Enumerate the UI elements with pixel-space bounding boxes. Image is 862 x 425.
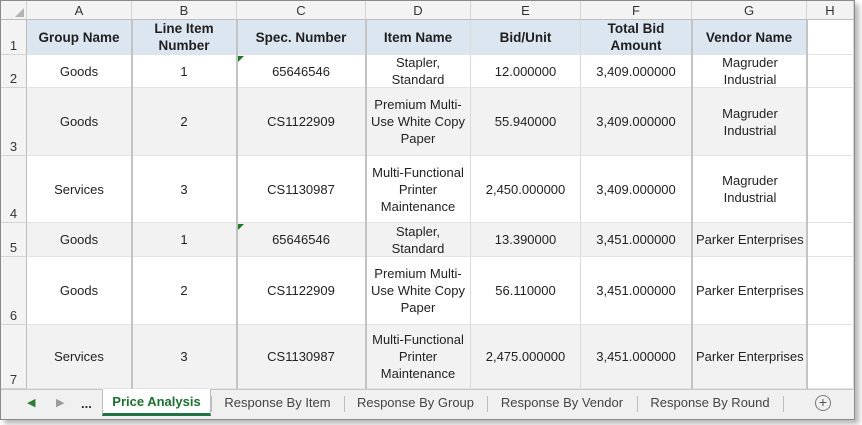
empty-cell[interactable] bbox=[807, 156, 854, 223]
table-cell[interactable]: Premium Multi-Use White Copy Paper bbox=[366, 257, 471, 325]
header-cell[interactable]: Line Item Number bbox=[132, 20, 237, 55]
table-cell[interactable]: Parker Enterprises bbox=[692, 223, 807, 257]
table-cell[interactable]: 2 bbox=[132, 257, 237, 325]
header-cell[interactable]: Item Name bbox=[366, 20, 471, 55]
column-header-d[interactable]: D bbox=[366, 1, 471, 20]
table-cell[interactable]: Magruder Industrial bbox=[692, 88, 807, 156]
row-header-6[interactable]: 6 bbox=[1, 257, 27, 325]
row-header-7[interactable]: 7 bbox=[1, 325, 27, 389]
table-cell[interactable]: 2,450.000000 bbox=[471, 156, 581, 223]
row-header-5[interactable]: 5 bbox=[1, 223, 27, 257]
tab-separator bbox=[344, 396, 345, 412]
table-cell[interactable]: Parker Enterprises bbox=[692, 257, 807, 325]
table-cell[interactable]: CS1130987 bbox=[237, 325, 366, 389]
empty-cell[interactable] bbox=[807, 223, 854, 257]
table-cell[interactable]: Stapler, Standard bbox=[366, 223, 471, 257]
table-cell[interactable]: 3,451.000000 bbox=[581, 325, 692, 389]
table-cell[interactable]: 1 bbox=[132, 223, 237, 257]
tab-response-by-vendor[interactable]: Response By Vendor bbox=[500, 395, 624, 410]
scroll-tabs-left-icon[interactable]: ◀ bbox=[27, 397, 36, 409]
table-cell[interactable]: 56.110000 bbox=[471, 257, 581, 325]
table-cell[interactable]: 55.940000 bbox=[471, 88, 581, 156]
column-divider bbox=[365, 20, 367, 389]
tab-separator bbox=[637, 396, 638, 412]
row-header-1[interactable]: 1 bbox=[1, 20, 27, 55]
table-cell[interactable]: 2,475.000000 bbox=[471, 325, 581, 389]
add-sheet-icon[interactable]: + bbox=[815, 395, 831, 411]
header-cell[interactable]: Total Bid Amount bbox=[581, 20, 692, 55]
table-cell[interactable]: Premium Multi-Use White Copy Paper bbox=[366, 88, 471, 156]
column-divider bbox=[131, 20, 133, 389]
table-cell[interactable]: Goods bbox=[27, 257, 132, 325]
header-cell[interactable]: Bid/Unit bbox=[471, 20, 581, 55]
scroll-tabs-right-icon[interactable]: ▶ bbox=[56, 397, 65, 409]
header-cell[interactable]: Spec. Number bbox=[237, 20, 366, 55]
table-cell[interactable]: 2 bbox=[132, 88, 237, 156]
column-divider bbox=[691, 20, 693, 389]
tab-response-by-item[interactable]: Response By Item bbox=[224, 395, 331, 410]
table-cell[interactable]: 65646546 bbox=[237, 223, 366, 257]
empty-cell[interactable] bbox=[807, 325, 854, 389]
column-header-f[interactable]: F bbox=[581, 1, 692, 20]
table-cell[interactable]: 3,409.000000 bbox=[581, 55, 692, 88]
column-header-h[interactable]: H bbox=[807, 1, 854, 20]
table-cell[interactable]: Goods bbox=[27, 55, 132, 88]
table-cell[interactable]: 3,451.000000 bbox=[581, 257, 692, 325]
table-cell[interactable]: Magruder Industrial bbox=[692, 55, 807, 88]
table-cell[interactable]: Multi-Functional Printer Maintenance bbox=[366, 156, 471, 223]
column-divider bbox=[236, 20, 238, 389]
error-indicator-icon bbox=[238, 224, 244, 230]
empty-cell[interactable] bbox=[807, 55, 854, 88]
header-cell[interactable]: Group Name bbox=[27, 20, 132, 55]
empty-cell[interactable] bbox=[807, 20, 854, 55]
tab-response-by-round[interactable]: Response By Round bbox=[650, 395, 770, 410]
table-cell[interactable]: Multi-Functional Printer Maintenance bbox=[366, 325, 471, 389]
empty-cell[interactable] bbox=[807, 257, 854, 325]
tab-response-by-group[interactable]: Response By Group bbox=[356, 395, 475, 410]
table-cell[interactable]: 3 bbox=[132, 325, 237, 389]
table-cell[interactable]: CS1130987 bbox=[237, 156, 366, 223]
tab-separator bbox=[783, 396, 784, 412]
table-cell[interactable]: Goods bbox=[27, 88, 132, 156]
table-cell[interactable]: 3,409.000000 bbox=[581, 88, 692, 156]
table-cell[interactable]: Magruder Industrial bbox=[692, 156, 807, 223]
column-header-e[interactable]: E bbox=[471, 1, 581, 20]
column-header-b[interactable]: B bbox=[132, 1, 237, 20]
table-cell[interactable]: 3,409.000000 bbox=[581, 156, 692, 223]
empty-cell[interactable] bbox=[807, 88, 854, 156]
row-header-3[interactable]: 3 bbox=[1, 88, 27, 156]
table-cell[interactable]: CS1122909 bbox=[237, 257, 366, 325]
table-cell[interactable]: 1 bbox=[132, 55, 237, 88]
error-indicator-icon bbox=[238, 56, 244, 62]
header-cell[interactable]: Vendor Name bbox=[692, 20, 807, 55]
worksheet-grid: A B C D E F G H 1 2 3 4 5 6 7 Group Name Line Item Numbe… bbox=[1, 1, 854, 389]
table-cell[interactable]: Stapler, Standard bbox=[366, 55, 471, 88]
table-cell[interactable]: 3,451.000000 bbox=[581, 223, 692, 257]
column-divider bbox=[806, 20, 808, 389]
table-cell[interactable]: Services bbox=[27, 156, 132, 223]
table-cell[interactable]: Services bbox=[27, 325, 132, 389]
table-cell[interactable]: 12.000000 bbox=[471, 55, 581, 88]
sheet-tab-bar: ◀ ▶ ... + Price Analysis Response By Item… bbox=[1, 389, 854, 419]
tab-price-analysis[interactable]: Price Analysis bbox=[102, 389, 211, 416]
row-header-4[interactable]: 4 bbox=[1, 156, 27, 223]
column-header-g[interactable]: G bbox=[692, 1, 807, 20]
select-all-icon bbox=[15, 8, 24, 17]
column-header-a[interactable]: A bbox=[27, 1, 132, 20]
table-cell[interactable]: Goods bbox=[27, 223, 132, 257]
column-header-c[interactable]: C bbox=[237, 1, 366, 20]
table-cell[interactable]: CS1122909 bbox=[237, 88, 366, 156]
table-cell[interactable]: 13.390000 bbox=[471, 223, 581, 257]
tab-separator bbox=[211, 396, 212, 412]
table-cell[interactable]: 3 bbox=[132, 156, 237, 223]
table-cell[interactable]: 65646546 bbox=[237, 55, 366, 88]
tab-separator bbox=[487, 396, 488, 412]
select-all-button[interactable] bbox=[1, 1, 27, 20]
more-sheets-ellipsis[interactable]: ... bbox=[81, 396, 92, 411]
table-cell[interactable]: Parker Enterprises bbox=[692, 325, 807, 389]
row-header-2[interactable]: 2 bbox=[1, 55, 27, 88]
